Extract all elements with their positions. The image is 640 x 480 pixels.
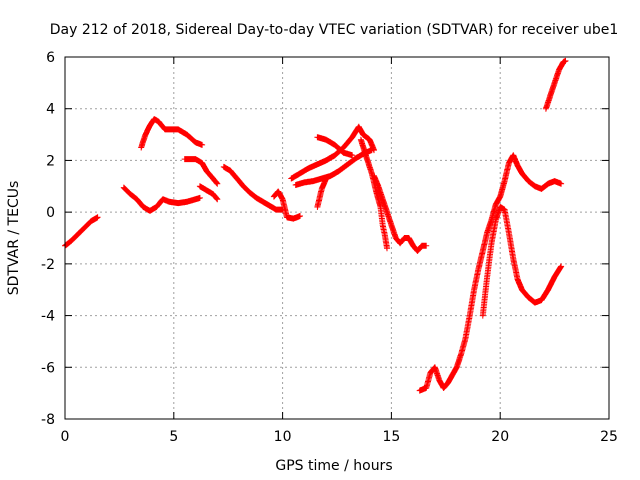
marker-path — [220, 163, 286, 213]
y-tick-label: 0 — [46, 205, 55, 221]
y-axis-label: SDTVAR / TECUs — [6, 181, 22, 296]
y-tick-label: 2 — [46, 153, 55, 169]
y-tick-label: 4 — [46, 102, 55, 118]
series-arc-14 — [416, 152, 565, 394]
marker-path — [314, 134, 356, 159]
y-tick-label: -8 — [41, 412, 55, 428]
series-arc-13 — [371, 172, 430, 254]
marker-path — [120, 184, 203, 214]
marker-path — [416, 152, 565, 394]
marker-path — [181, 156, 221, 187]
series-arc-3 — [138, 116, 206, 151]
marker-path — [270, 188, 303, 222]
marker-path — [314, 175, 330, 210]
series-arc-15 — [479, 204, 565, 319]
series-arc-5 — [196, 183, 221, 203]
y-tick-label: 6 — [46, 50, 55, 66]
plot-frame — [64, 56, 610, 420]
grid-lines — [65, 57, 609, 419]
x-axis-label: GPS time / hours — [275, 458, 392, 474]
x-tick-label: 0 — [61, 429, 70, 445]
y-tick-label: -6 — [41, 360, 55, 376]
series-arc-2 — [120, 184, 203, 214]
data-points — [62, 57, 569, 394]
marker-path — [542, 57, 569, 112]
series-arc-16 — [542, 57, 569, 112]
series-arc-7 — [270, 188, 303, 222]
series-arc-8 — [288, 123, 377, 182]
marker-path — [196, 183, 221, 203]
marker-path — [138, 116, 206, 151]
plot-area — [65, 57, 609, 419]
y-tick-label: -2 — [41, 257, 55, 273]
x-tick-label: 20 — [491, 429, 509, 445]
tick-labels: 0 5 10 15 20 25 -8 -6 -4 -2 0 2 4 6 — [41, 50, 618, 445]
chart-title: Day 212 of 2018, Sidereal Day-to-day VTE… — [50, 22, 619, 38]
series-arc-6 — [220, 163, 286, 213]
x-tick-label: 25 — [600, 429, 618, 445]
series-arc-11 — [314, 134, 356, 159]
x-tick-label: 15 — [382, 429, 400, 445]
marker-path — [371, 172, 430, 254]
x-tick-label: 10 — [274, 429, 292, 445]
series-arc-4 — [181, 156, 221, 187]
marker-path — [288, 123, 377, 182]
y-tick-label: -4 — [41, 309, 55, 325]
x-tick-label: 5 — [169, 429, 178, 445]
series-arc-10 — [314, 175, 330, 210]
marker-path — [479, 204, 565, 319]
axis-ticks — [64, 56, 610, 420]
